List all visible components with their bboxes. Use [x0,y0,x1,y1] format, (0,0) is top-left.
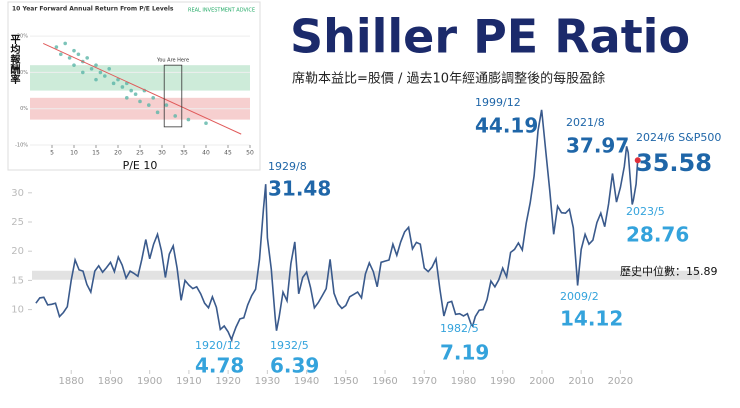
annotation-label: 1932/5 [270,339,309,352]
inset-source: REAL INVESTMENT ADVICE [188,8,255,14]
inset-point [186,117,191,122]
inset-point [151,96,155,100]
inset-x-label: 40 [202,150,210,157]
inset-point [85,56,89,60]
inset-x-label: 50 [246,150,254,157]
inset-point [129,88,133,93]
x-tick-label: 1920 [215,376,240,387]
inset-point [107,67,111,71]
chart-title: Shiller PE Ratio [290,10,690,64]
inset-point [164,103,169,107]
inset-point [67,56,72,60]
inset-x-label: 25 [136,150,144,157]
inset-xlabel: P/E 10 [123,159,158,172]
annotation-value: 37.97 [566,134,629,158]
annotation-label: 2024/6 S&P500 [636,131,721,144]
x-tick-label: 1940 [294,376,319,387]
inset-point [147,103,151,107]
x-tick-label: 1930 [255,376,280,387]
inset-point [116,77,120,82]
annotation-value: 31.48 [268,177,331,201]
x-tick-label: 1910 [176,376,201,387]
x-tick-label: 1970 [412,376,437,387]
inset-point [98,70,103,75]
inset-y-label: 10% [17,70,28,76]
annotation-label: 1920/12 [195,339,241,352]
inset-point [155,110,160,115]
inset-point [111,81,116,86]
inset-x-label: 30 [158,150,166,157]
annotation-value: 7.19 [440,341,489,365]
y-tick-label: 10 [11,305,24,316]
x-tick-label: 2020 [608,376,633,387]
annotation-value: 4.78 [195,354,244,378]
inset-y-label: 20% [17,34,28,40]
inset-point [76,52,81,57]
inset-point [81,70,85,75]
annotation-value: 14.12 [560,307,623,331]
y-tick-label: 15 [11,275,24,286]
inset-point [133,92,138,96]
chart-subtitle: 席勒本益比=股價 / 過去10年經通膨調整後的每股盈餘 [292,71,605,87]
annotation-value: 35.58 [636,149,712,177]
annotation-label: 1982/5 [440,322,479,335]
annotation-label: 2021/8 [566,116,605,129]
median-value: 15.89 [686,265,718,278]
x-tick-label: 2000 [529,376,554,387]
y-tick-label: 20 [11,246,24,257]
inset-marker: You Are Here [156,58,189,64]
y-tick-label: 30 [11,188,24,199]
annotation-label: 2023/5 [626,205,665,218]
inset-point [125,96,129,100]
x-tick-label: 1950 [333,376,358,387]
inset-y-label: 0% [20,106,28,112]
x-tick-label: 1980 [451,376,476,387]
inset-x-label: 10 [70,150,78,157]
inset-point [138,99,142,104]
inset-point [54,45,59,49]
band-green [30,65,250,91]
median-text: 歷史中位數：15.89 [620,264,718,278]
median-label: 歷史中位數： [620,264,686,278]
inset-point [173,114,177,118]
pe-line [35,109,639,343]
annotation-label: 2009/2 [560,290,599,303]
inset-point [204,121,208,126]
x-tick-label: 1880 [58,376,83,387]
x-tick-label: 1900 [137,376,162,387]
inset-point [94,77,98,82]
x-tick-label: 1960 [372,376,397,387]
inset-x-label: 20 [114,150,122,157]
inset-x-label: 5 [50,150,54,157]
inset-trend [42,42,242,135]
inset-point [72,63,76,67]
inset-title: 10 Year Forward Annual Return From P/E L… [12,6,174,13]
inset-ylabel: 平均報酬率 [8,34,20,85]
inset-point [103,74,107,78]
inset-point [59,52,63,57]
inset-point [63,41,67,46]
annotation-value: 44.19 [475,114,538,138]
inset-point [72,48,76,53]
annotation-value: 28.76 [626,223,689,247]
x-tick-label: 1990 [490,376,515,387]
inset-point [89,67,94,71]
inset-y-label: -10% [15,143,28,149]
annotation-label: 1929/8 [268,160,307,173]
y-tick-label: 25 [11,217,24,228]
inset-marker-box [163,64,183,128]
inset-point [120,85,125,89]
x-tick-label: 1890 [98,376,123,387]
annotation-value: 6.39 [270,354,319,378]
inset-x-label: 45 [224,150,232,157]
inset-x-label: 35 [180,150,188,157]
x-tick-label: 2010 [568,376,593,387]
inset-x-label: 15 [92,150,100,157]
inset-point [94,63,98,67]
annotation-label: 1999/12 [475,96,521,109]
current-point [634,157,641,164]
